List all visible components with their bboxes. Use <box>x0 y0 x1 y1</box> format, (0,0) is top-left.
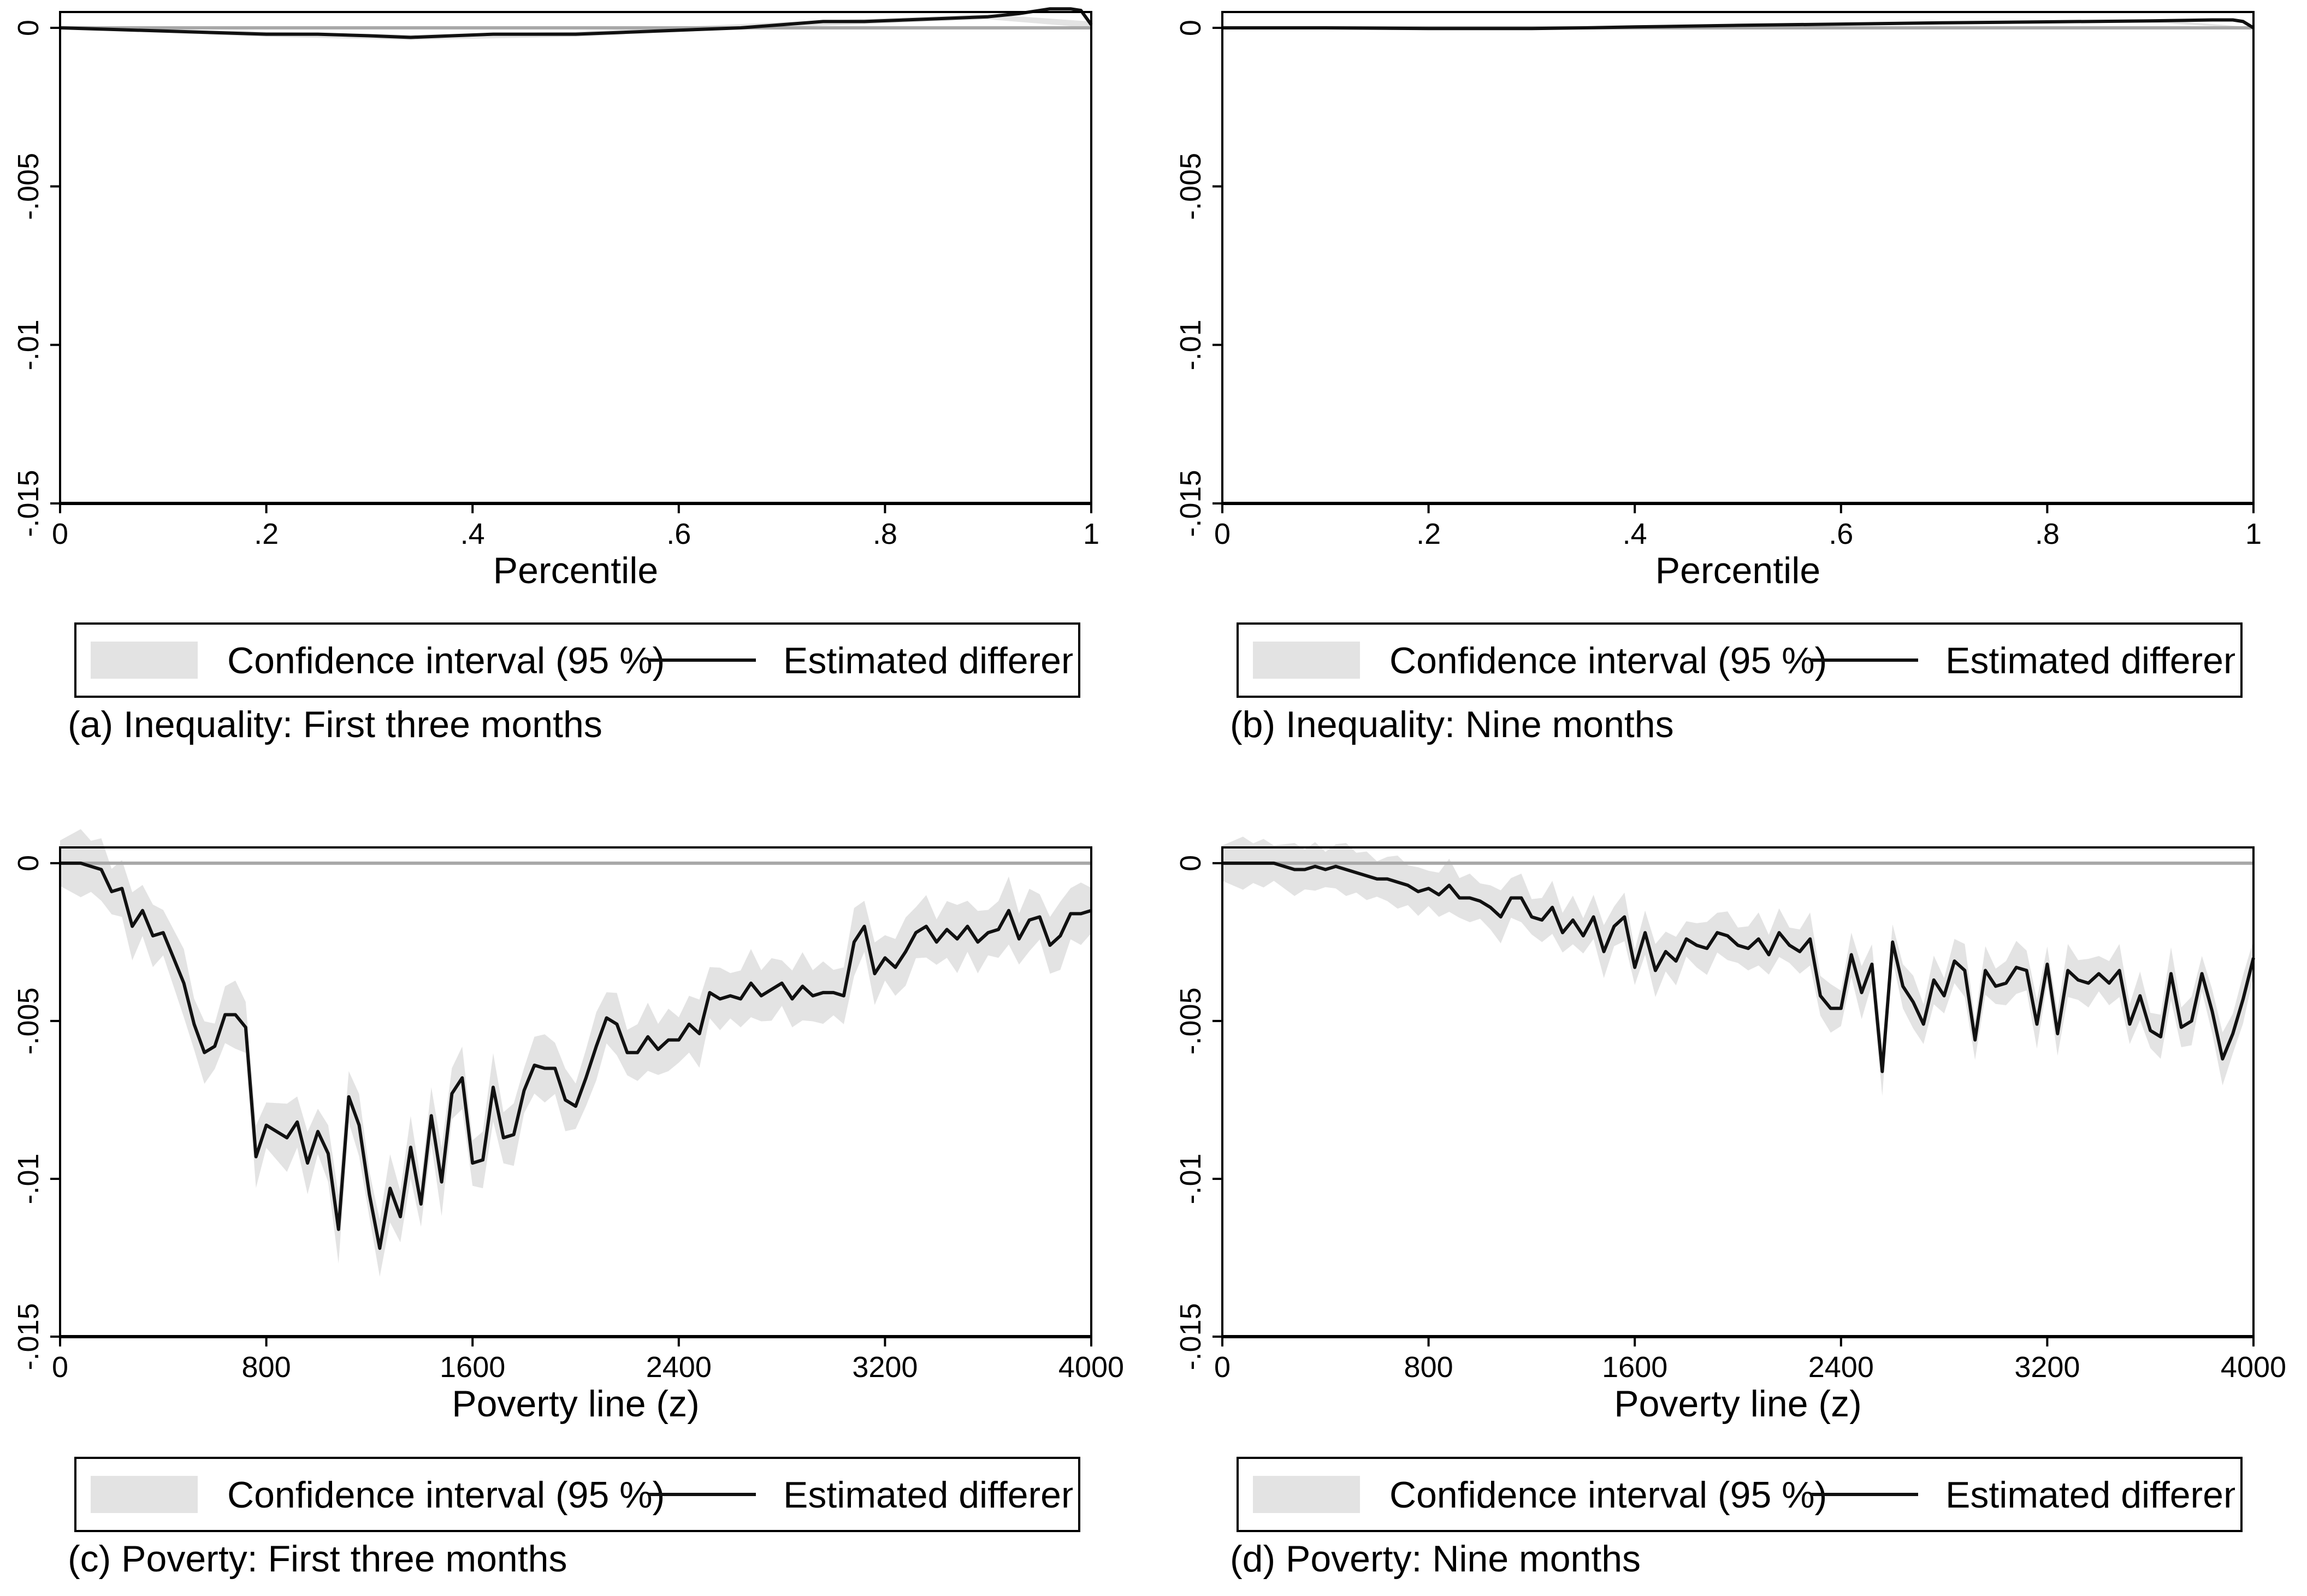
y-tick-label: 0 <box>1174 20 1207 36</box>
panel-caption: (b) Inequality: Nine months <box>1230 704 1674 745</box>
estimated-difference-line <box>1222 18 2255 31</box>
legend: Confidence interval (95 %) Estimated diff… <box>74 622 1121 698</box>
x-tick-label: .4 <box>460 518 485 550</box>
y-tick-label: 0 <box>12 20 45 36</box>
estimated-difference-line <box>60 861 1092 1250</box>
legend-box <box>74 622 1080 698</box>
y-tick-label: 0 <box>12 855 45 871</box>
x-tick-label: 3200 <box>2014 1351 2080 1384</box>
legend-box <box>1237 1457 2243 1532</box>
panel-caption: (d) Poverty: Nine months <box>1230 1538 1641 1580</box>
legend: Confidence interval (95 %) Estimated diff… <box>1237 1457 2284 1532</box>
y-tick-label: -.01 <box>12 319 45 370</box>
x-tick-label: 4000 <box>2221 1351 2286 1384</box>
x-tick-label: 2400 <box>1808 1351 1874 1384</box>
legend-box <box>1237 622 2243 698</box>
y-tick-label: -.005 <box>1174 153 1207 220</box>
x-tick-label: .8 <box>873 518 897 550</box>
legend-swatch-ci <box>91 1476 198 1513</box>
panel-c: 0-.005-.01-.015 0 800 1600 2400 3200 4000Pover… <box>12 829 1124 1580</box>
panel-caption: (a) Inequality: First three months <box>68 704 602 745</box>
x-axis-title: Poverty line (z) <box>452 1383 699 1425</box>
legend-label-ci: Confidence interval (95 %) <box>1389 640 1827 681</box>
x-tick-label: 1600 <box>440 1351 505 1384</box>
x-tick-label: .6 <box>1829 518 1853 550</box>
y-tick-label: -.005 <box>12 987 45 1054</box>
x-tick-label: 3200 <box>852 1351 918 1384</box>
x-tick-label: 1 <box>2245 518 2262 550</box>
x-tick-label: 0 <box>52 1351 68 1384</box>
y-tick-label: -.01 <box>1174 1153 1207 1204</box>
y-tick-label: -.015 <box>1174 1303 1207 1370</box>
y-tick-label: -.005 <box>12 153 45 220</box>
x-tick-label: .2 <box>254 518 279 550</box>
x-tick-label: .8 <box>2035 518 2060 550</box>
estimated-difference-line <box>60 7 1093 39</box>
legend-label-ci: Confidence interval (95 %) <box>227 640 665 681</box>
x-tick-label: .6 <box>666 518 691 550</box>
panel-a: 0-.005-.01-.015 0.2.4.6.8 1PercentileConfi… <box>12 7 1121 745</box>
legend-swatch-ci <box>1253 642 1360 679</box>
legend-swatch-ci <box>1253 1476 1360 1513</box>
panel-caption: (c) Poverty: First three months <box>68 1538 567 1580</box>
x-tick-label: 0 <box>1214 518 1231 550</box>
panel-b: 0-.005-.01-.015 0.2.4.6.8 1PercentileConfi… <box>1174 11 2284 745</box>
x-tick-label: .4 <box>1623 518 1647 550</box>
y-tick-label: 0 <box>1174 855 1207 871</box>
legend-label-ci: Confidence interval (95 %) <box>227 1474 665 1516</box>
y-tick-label: -.005 <box>1174 987 1207 1054</box>
x-tick-label: 800 <box>1404 1351 1453 1384</box>
x-tick-label: 0 <box>52 518 68 550</box>
legend-box <box>74 1457 1080 1532</box>
legend: Confidence interval (95 %) Estimated diff… <box>1237 622 2284 698</box>
x-axis-title: Percentile <box>1655 550 1820 591</box>
legend-label-estimate: Estimated difference <box>783 1474 1121 1516</box>
x-axis-title: Poverty line (z) <box>1614 1383 1861 1425</box>
y-tick-label: -.01 <box>1174 319 1207 370</box>
x-axis-title: Percentile <box>493 550 658 591</box>
legend-label-estimate: Estimated difference <box>783 640 1121 681</box>
x-tick-label: .2 <box>1416 518 1441 550</box>
x-tick-label: 4000 <box>1058 1351 1124 1384</box>
legend-swatch-ci <box>91 642 198 679</box>
estimated-difference-line <box>1222 861 2255 1073</box>
y-tick-label: -.015 <box>12 1303 45 1370</box>
x-tick-label: 800 <box>242 1351 291 1384</box>
legend: Confidence interval (95 %) Estimated diff… <box>74 1457 1121 1532</box>
y-tick-label: -.01 <box>12 1153 45 1204</box>
x-tick-label: 1 <box>1083 518 1099 550</box>
legend-label-estimate: Estimated difference <box>1945 640 2284 681</box>
x-tick-label: 0 <box>1214 1351 1231 1384</box>
legend-label-estimate: Estimated difference <box>1945 1474 2284 1516</box>
legend-label-ci: Confidence interval (95 %) <box>1389 1474 1827 1516</box>
x-tick-label: 2400 <box>646 1351 712 1384</box>
y-tick-label: -.015 <box>1174 470 1207 537</box>
y-tick-label: -.015 <box>12 470 45 537</box>
x-tick-label: 1600 <box>1602 1351 1667 1384</box>
panel-d: 0-.005-.01-.015 0 800 1600 2400 3200 4000Pover… <box>1174 836 2286 1580</box>
